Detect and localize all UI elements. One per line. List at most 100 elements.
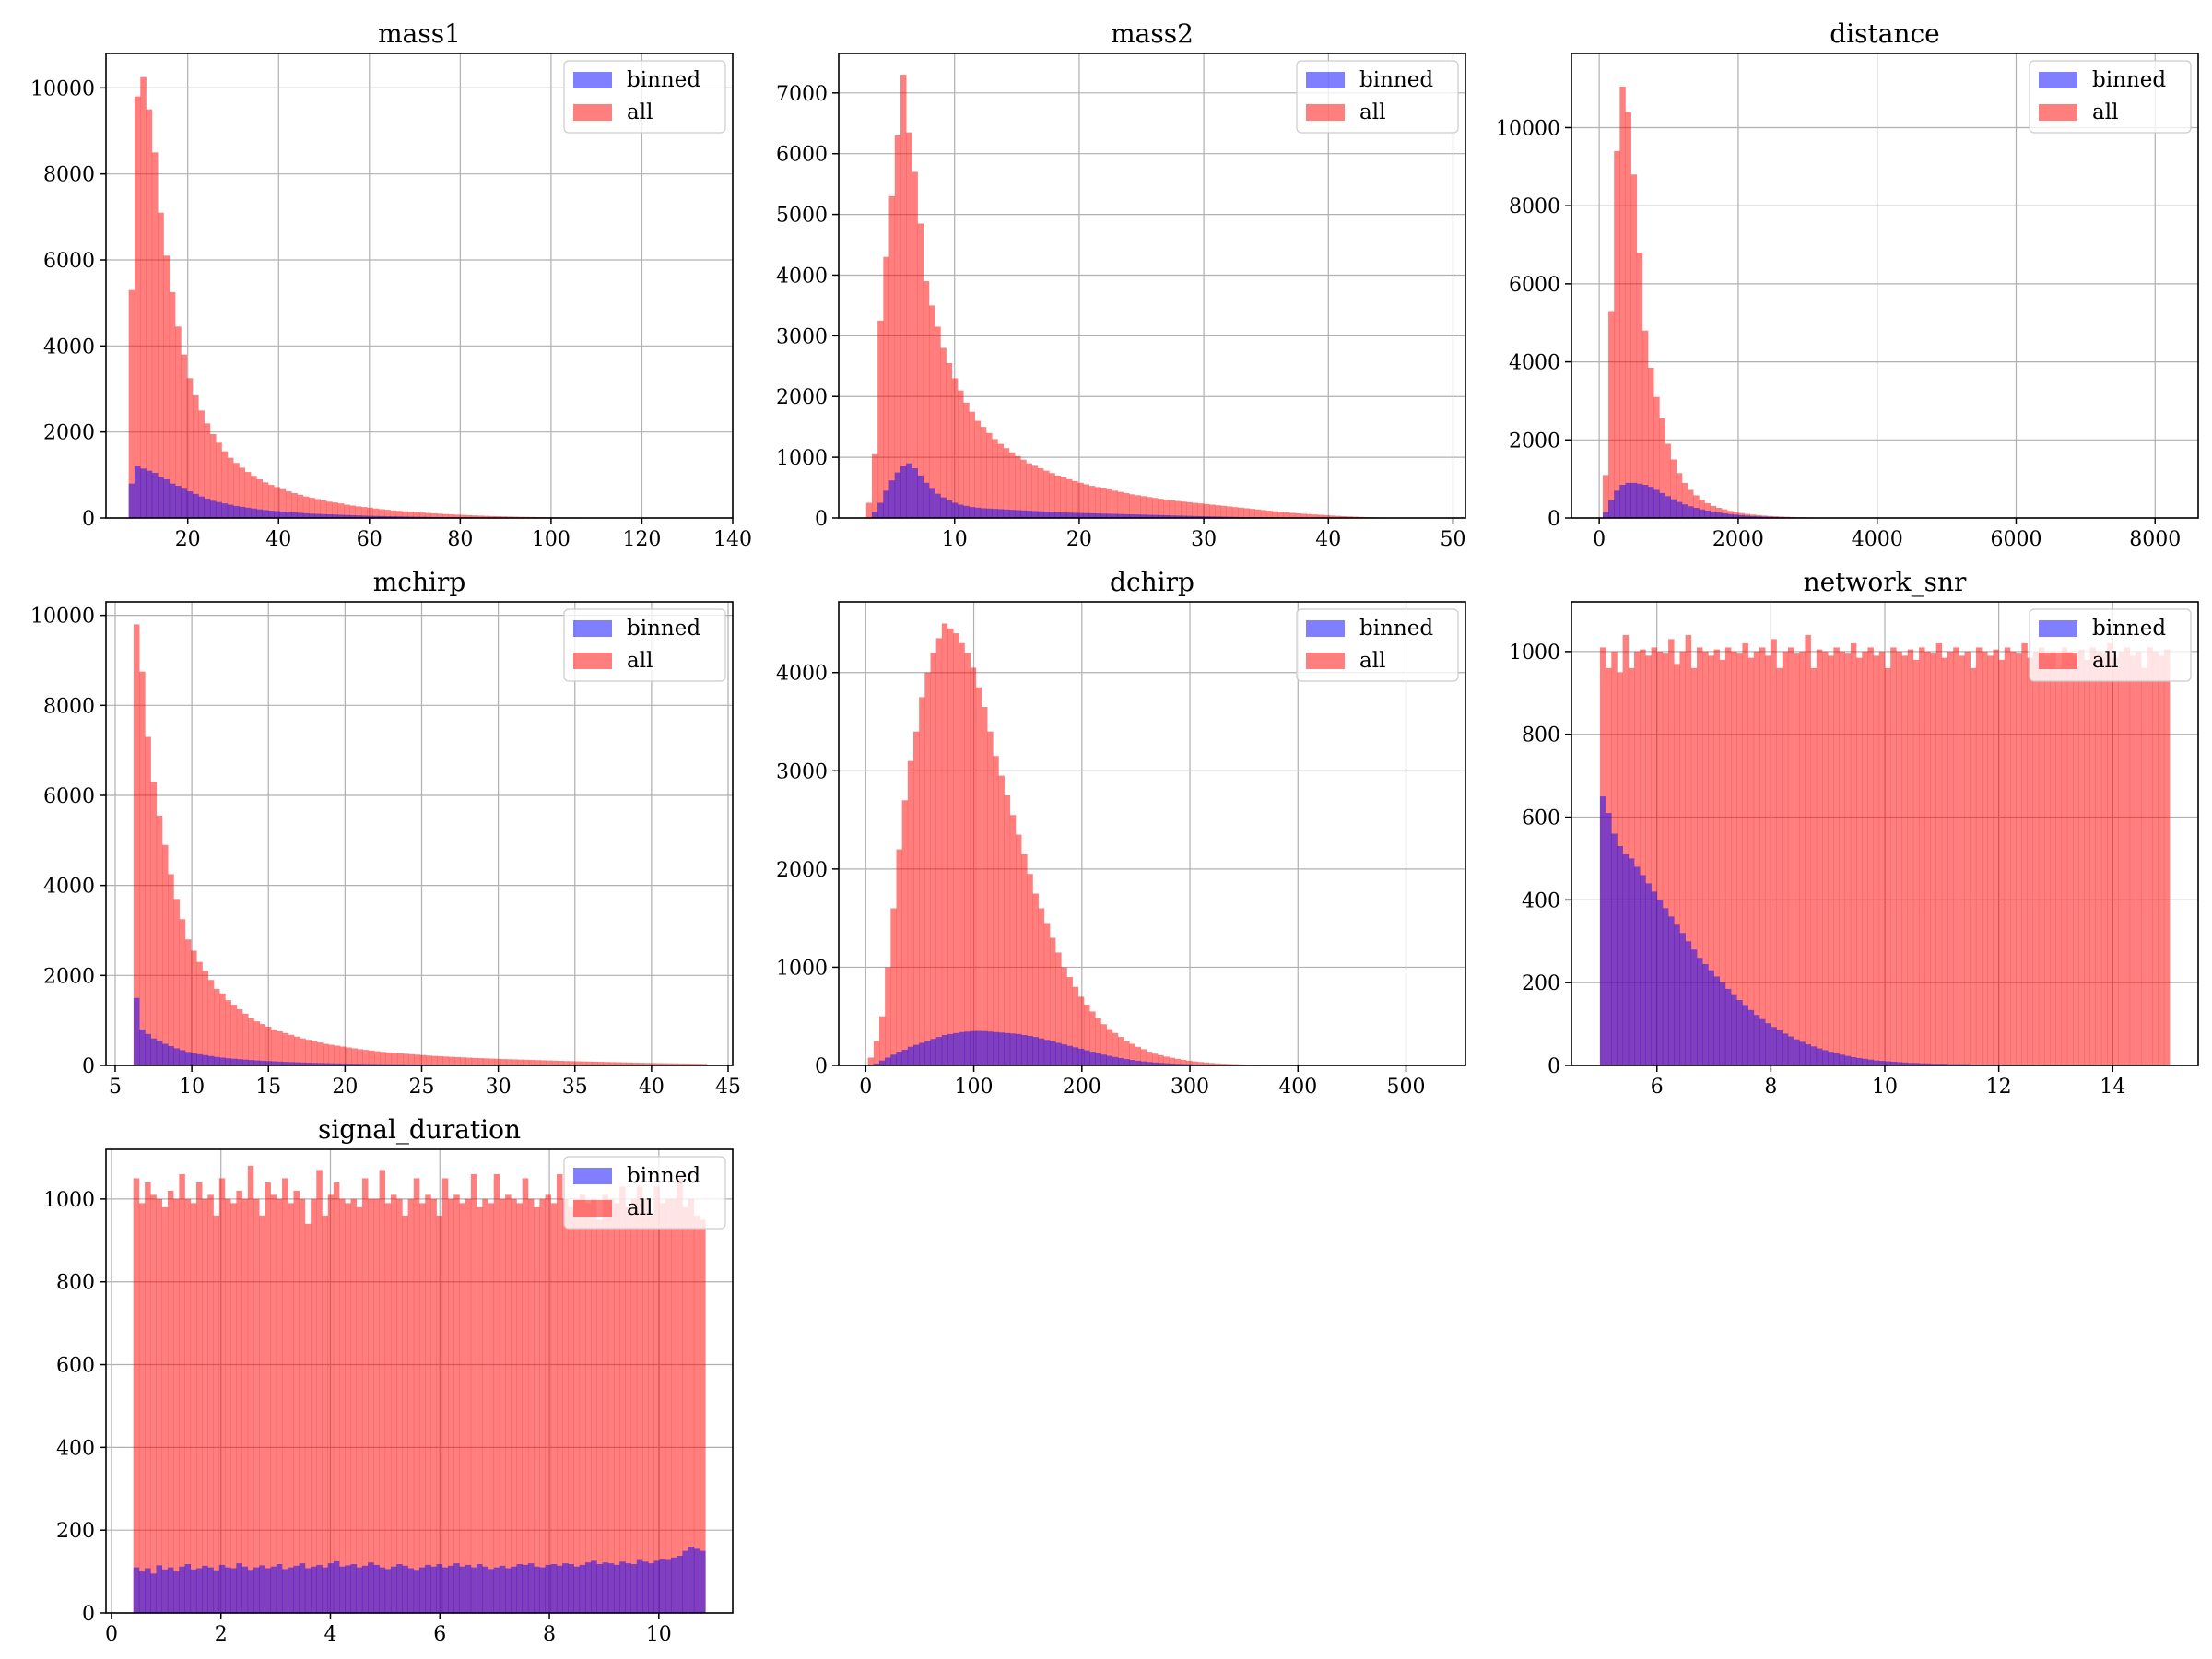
- bar-all: [1930, 653, 1936, 1065]
- legend-swatch-all: [573, 1200, 612, 1217]
- bar-all: [407, 512, 414, 518]
- y-tick-label: 1000: [776, 447, 828, 470]
- bar-all: [1174, 500, 1182, 518]
- bar-all: [1152, 498, 1159, 518]
- bar-binned: [1163, 515, 1170, 518]
- bar-all: [241, 1198, 249, 1613]
- legend: binned all: [563, 608, 726, 682]
- bar-all: [1329, 515, 1335, 518]
- legend-label-binned: binned: [1359, 68, 1433, 92]
- ticks: 5 10 15 20 25 30 35 40 45 0 2000 4000 6000 8000 10000: [30, 606, 741, 1099]
- y-tick-label: 6000: [43, 785, 95, 808]
- legend-swatch-binned: [573, 1168, 612, 1184]
- bar-all: [573, 1198, 581, 1613]
- bar-binned: [959, 1031, 965, 1065]
- bar-all: [300, 1038, 306, 1065]
- bar-all: [1112, 490, 1119, 518]
- bar-all: [947, 628, 954, 1065]
- bar-binned: [274, 511, 280, 518]
- bar-all: [437, 1055, 444, 1065]
- bar-binned: [225, 1058, 231, 1065]
- bar-all: [448, 514, 455, 518]
- bar-all: [2004, 647, 2011, 1065]
- bar-all: [584, 1203, 592, 1613]
- bar-all: [390, 1194, 397, 1613]
- bar-binned: [1003, 509, 1010, 518]
- bar-all: [1031, 465, 1039, 518]
- bar-binned: [682, 1550, 688, 1613]
- bar-binned: [1702, 963, 1709, 1065]
- bar-all: [1077, 482, 1084, 518]
- bar-all: [1203, 1062, 1209, 1065]
- chart-title: network_snr: [1804, 567, 1967, 597]
- bar-binned: [1676, 501, 1683, 518]
- bar-binned: [1043, 512, 1050, 518]
- bar-binned: [218, 1564, 226, 1613]
- x-tick-label: 80: [447, 528, 473, 551]
- x-tick-label: 20: [332, 1076, 358, 1099]
- bar-binned: [1060, 512, 1067, 518]
- bar-all: [1676, 473, 1683, 518]
- bar-binned: [1009, 1033, 1017, 1065]
- bar-all: [168, 874, 174, 1065]
- bar-binned: [320, 513, 327, 518]
- bar-all: [2152, 651, 2159, 1065]
- bar-all: [396, 1053, 404, 1065]
- bar-all: [568, 1206, 574, 1613]
- bar-all: [1719, 659, 1726, 1065]
- x-tick-label: 4000: [1852, 528, 1903, 551]
- bar-all: [1602, 475, 1609, 518]
- bar-binned: [896, 1052, 902, 1065]
- bar-all: [332, 502, 338, 518]
- bar-all: [320, 500, 327, 518]
- bar-all: [202, 1198, 208, 1613]
- bar-binned: [282, 1062, 289, 1065]
- bar-binned: [253, 1567, 260, 1613]
- bar-all: [596, 1219, 603, 1613]
- bar-binned: [268, 511, 275, 518]
- bar-all: [1982, 651, 1988, 1065]
- bar-binned: [1181, 515, 1187, 518]
- bar-binned: [511, 1566, 517, 1613]
- bar-binned: [871, 512, 878, 518]
- bar-all: [169, 292, 176, 518]
- bar-binned: [499, 1565, 506, 1613]
- legend: binned all: [2029, 608, 2192, 682]
- bar-binned: [700, 1550, 706, 1613]
- bar-all: [1867, 647, 1874, 1065]
- series-all: [1602, 87, 1937, 518]
- bar-all: [326, 501, 333, 518]
- bar-all: [285, 491, 292, 518]
- bar-binned: [1112, 513, 1119, 518]
- x-tick-label: 2: [215, 1623, 228, 1646]
- bar-all: [345, 1203, 351, 1613]
- bar-all: [970, 667, 977, 1065]
- bar-binned: [1140, 514, 1147, 518]
- bar-all: [488, 1058, 495, 1065]
- y-tick-label: 400: [1522, 889, 1560, 912]
- bar-binned: [1919, 1063, 1925, 1065]
- bar-all: [173, 1198, 180, 1613]
- y-tick-label: 0: [815, 1055, 828, 1078]
- bar-all: [924, 672, 931, 1065]
- bar-binned: [1724, 988, 1732, 1065]
- bar-all: [867, 1057, 875, 1065]
- bar-all: [304, 1223, 312, 1613]
- bar-all: [1254, 509, 1262, 518]
- bar-all: [1072, 986, 1079, 1065]
- bar-all: [1043, 923, 1051, 1065]
- bar-all: [1912, 659, 1920, 1065]
- bar-binned: [993, 1031, 999, 1065]
- bar-all: [935, 326, 941, 518]
- bar-binned: [213, 1056, 220, 1065]
- bar-all: [1049, 473, 1055, 518]
- bar-binned: [671, 1557, 677, 1613]
- bar-all: [294, 1036, 300, 1065]
- bar-all: [271, 1029, 277, 1065]
- bar-all: [1306, 513, 1313, 518]
- bar-binned: [333, 1560, 340, 1613]
- bar-all: [1061, 967, 1067, 1065]
- bar-all: [344, 504, 350, 518]
- bar-all: [1283, 512, 1290, 518]
- bar-all: [184, 1198, 192, 1613]
